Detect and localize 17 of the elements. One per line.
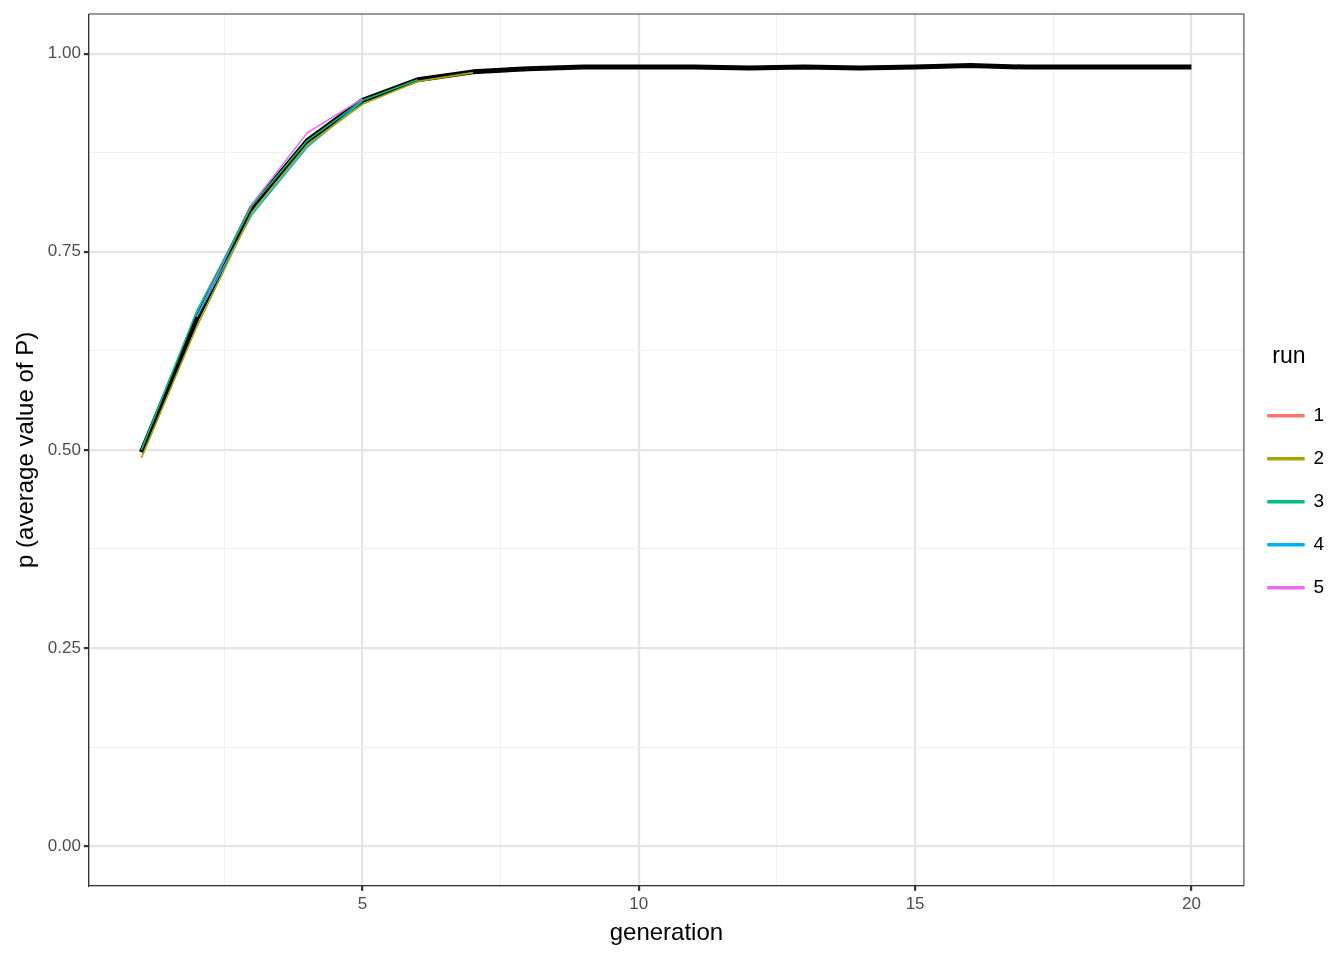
- x-tick-label: 20: [1181, 893, 1201, 913]
- legend-label: 3: [1313, 490, 1325, 512]
- y-tick-label: 0.50: [47, 439, 81, 459]
- legend-label: 2: [1313, 447, 1325, 469]
- x-tick-label: 15: [905, 893, 925, 913]
- x-axis-title: generation: [609, 918, 724, 946]
- legend-label: 5: [1313, 576, 1325, 598]
- x-tick-label: 5: [357, 893, 368, 913]
- y-tick-label: 0.75: [47, 241, 81, 261]
- legend-label: 1: [1313, 404, 1325, 426]
- y-tick-label: 0.00: [47, 835, 81, 855]
- legend-label: 4: [1313, 533, 1325, 555]
- y-axis-title: p (average value of P): [11, 331, 39, 568]
- y-tick-label: 0.25: [47, 637, 81, 657]
- legend-title: run: [1272, 341, 1306, 368]
- x-tick-label: 10: [629, 893, 649, 913]
- y-tick-label: 1.00: [47, 43, 81, 63]
